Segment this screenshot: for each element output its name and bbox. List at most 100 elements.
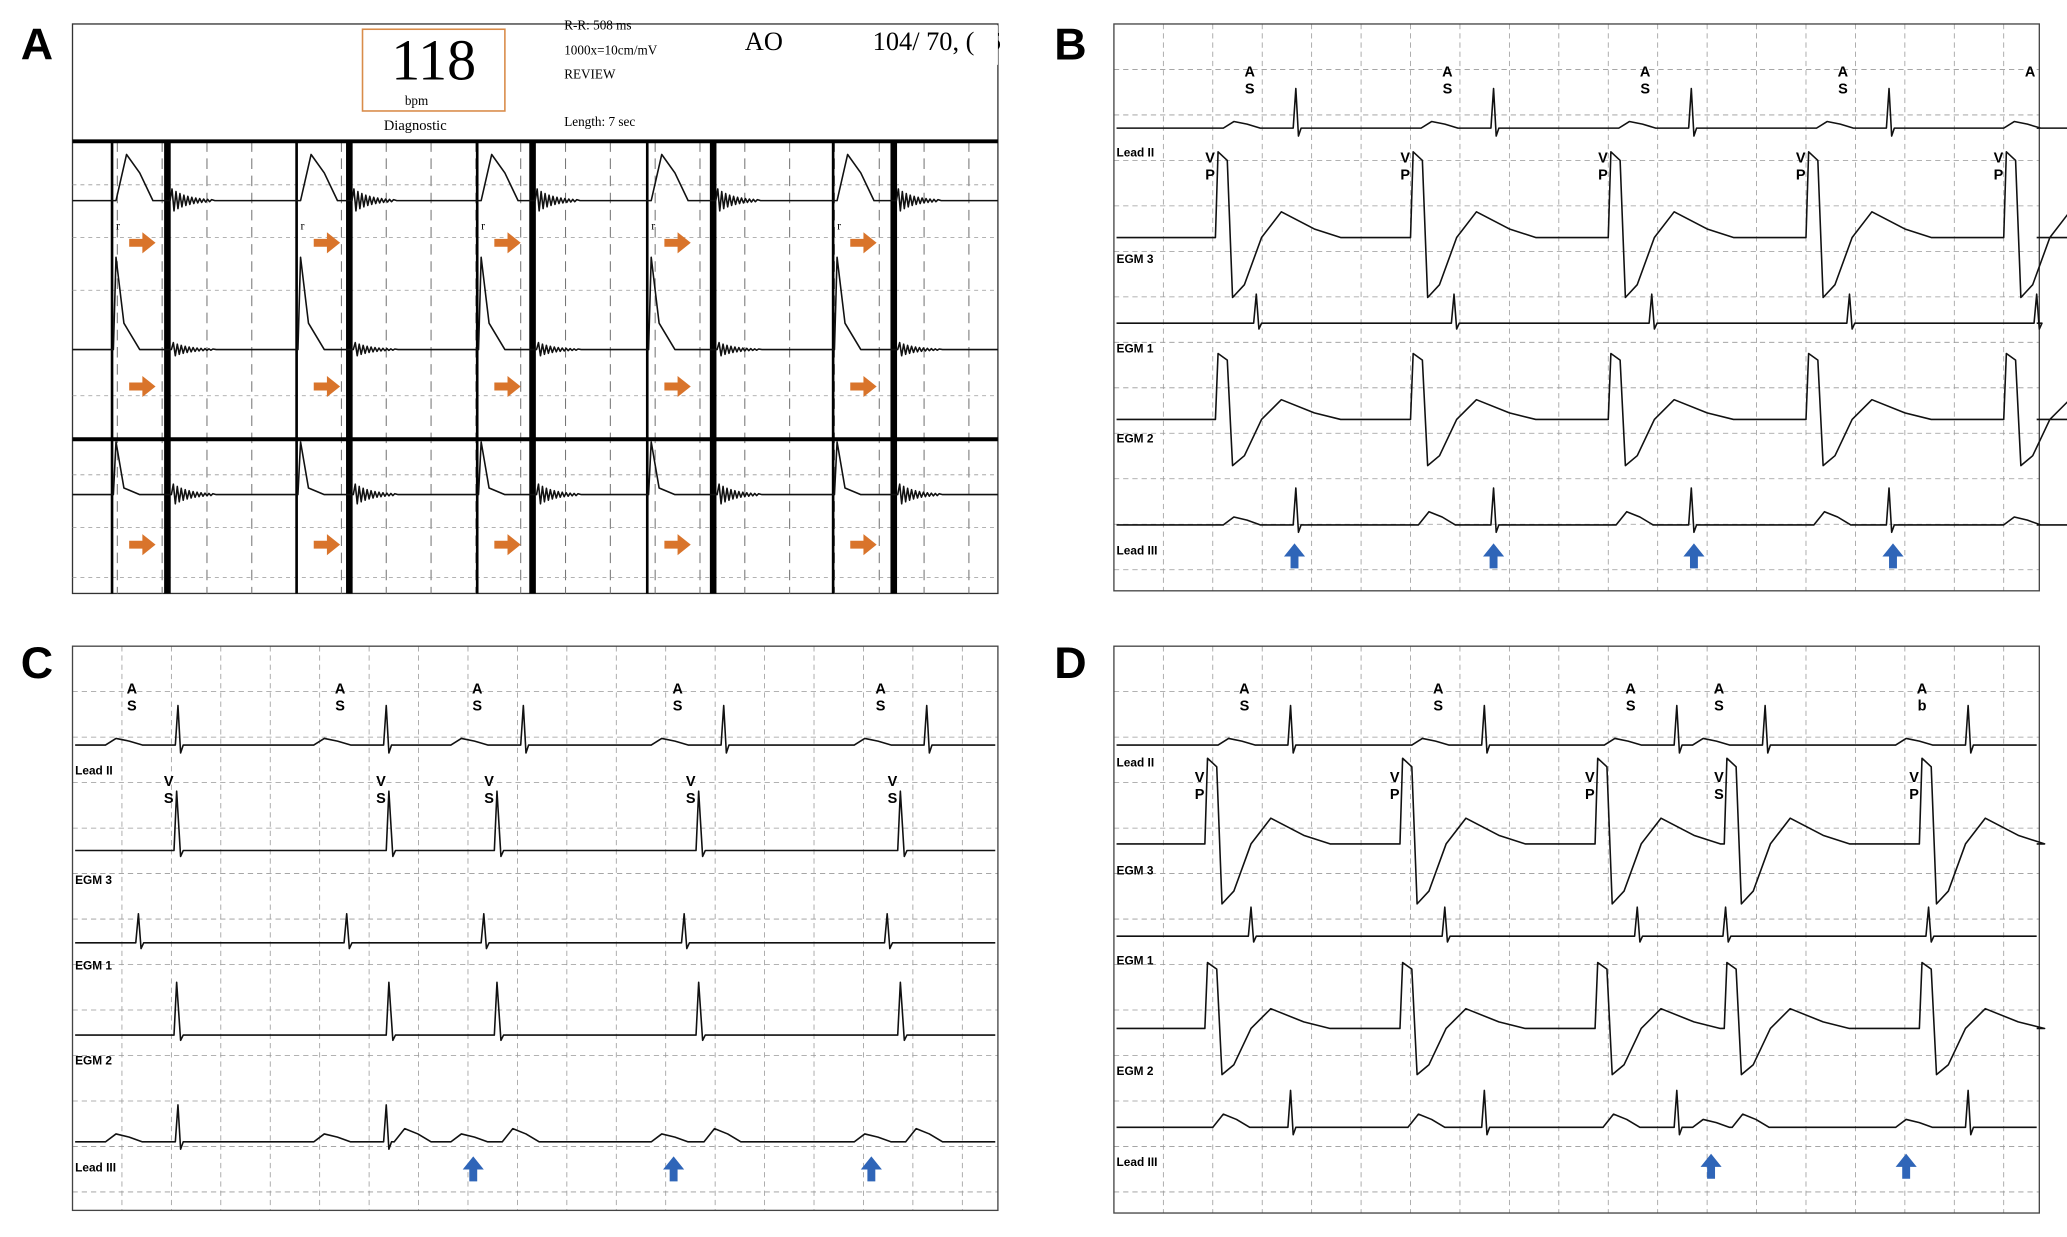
arrow xyxy=(664,232,691,254)
channel-label: EGM 3 xyxy=(1117,864,1154,878)
header-length: Length: 7 sec xyxy=(564,114,635,129)
channel-label: Lead III xyxy=(1117,1155,1158,1169)
arrow xyxy=(462,1156,484,1182)
arrow xyxy=(850,534,877,556)
channel-label: EGM 3 xyxy=(1117,252,1154,266)
trace xyxy=(75,981,996,1042)
arrow xyxy=(860,1156,882,1182)
panel-frame xyxy=(1113,23,2040,592)
channel-label: EGM 1 xyxy=(1117,953,1154,967)
arrow xyxy=(313,534,341,556)
atrial-marker: A xyxy=(1640,65,1651,81)
trace xyxy=(72,256,998,357)
trace xyxy=(72,153,998,212)
channel-label: EGM 2 xyxy=(1117,431,1154,445)
arrow xyxy=(664,534,691,556)
atrial-marker: S xyxy=(1443,82,1453,98)
panel-letter: A xyxy=(21,20,53,70)
trace xyxy=(1116,487,2067,534)
ventricular-marker: V xyxy=(686,774,696,790)
panel-letter: B xyxy=(1054,20,1086,70)
ventricular-marker: V xyxy=(376,774,386,790)
ventricular-marker: V xyxy=(1390,770,1400,786)
arrow xyxy=(494,232,521,254)
rate-unit: bpm xyxy=(405,93,429,108)
ventricular-marker: P xyxy=(1205,167,1215,183)
atrial-marker: S xyxy=(1714,699,1724,715)
atrial-marker: A xyxy=(1838,65,1849,81)
trace xyxy=(75,704,996,754)
channel-label: EGM 1 xyxy=(1117,342,1154,356)
arrow xyxy=(850,375,877,398)
header-mask xyxy=(975,25,998,65)
atrial-marker: S xyxy=(1240,699,1250,715)
trace xyxy=(1116,293,2043,330)
arrow xyxy=(1882,543,1904,569)
header-rr: R-R: 508 ms xyxy=(564,18,631,33)
trace xyxy=(1116,87,2067,137)
panel-letter: C xyxy=(21,638,53,688)
trace xyxy=(1116,961,2046,1076)
ventricular-marker: V xyxy=(1796,150,1806,166)
ventricular-marker: P xyxy=(1598,167,1608,183)
panel-frame xyxy=(71,645,999,1212)
arrow xyxy=(663,1156,685,1182)
heart-rate: 118 xyxy=(391,27,476,92)
trace xyxy=(1116,906,2037,943)
ventricular-marker: P xyxy=(1390,787,1400,803)
trace xyxy=(1116,704,2037,754)
ventricular-marker: S xyxy=(376,791,386,807)
ventricular-marker: P xyxy=(1994,167,2004,183)
ventricular-marker: V xyxy=(1205,150,1215,166)
atrial-marker: S xyxy=(1245,82,1255,98)
trace xyxy=(1116,352,2067,467)
arrow xyxy=(494,375,521,398)
channel-label: EGM 1 xyxy=(75,959,112,973)
ventricular-marker: S xyxy=(1714,787,1724,803)
atrial-marker: A xyxy=(1239,682,1250,698)
ventricular-marker: V xyxy=(1400,150,1410,166)
ventricular-marker: V xyxy=(1994,150,2004,166)
ventricular-marker: V xyxy=(1585,770,1595,786)
ventricular-marker: P xyxy=(1796,167,1806,183)
beat-label: r xyxy=(481,219,485,233)
ventricular-marker: V xyxy=(1195,770,1205,786)
ventricular-marker: V xyxy=(484,774,494,790)
channel-label: EGM 3 xyxy=(75,873,112,887)
ventricular-marker: V xyxy=(1714,770,1724,786)
channel-label: Lead II xyxy=(1117,145,1155,159)
atrial-marker: A xyxy=(1917,682,1928,698)
channel-label: EGM 2 xyxy=(1117,1064,1154,1078)
arrow xyxy=(129,534,156,556)
atrial-marker: A xyxy=(1625,682,1636,698)
atrial-marker: A xyxy=(1714,682,1725,698)
ventricular-marker: P xyxy=(1585,787,1595,803)
trace xyxy=(1116,1089,2037,1136)
atrial-marker: S xyxy=(673,699,683,715)
ventricular-marker: V xyxy=(888,774,898,790)
atrial-marker: b xyxy=(1918,699,1927,715)
atrial-marker: A xyxy=(335,682,346,698)
arrow xyxy=(1700,1153,1722,1179)
atrial-marker: S xyxy=(127,699,137,715)
channel-label: Lead III xyxy=(75,1160,116,1174)
arrow xyxy=(1283,543,1306,569)
arrow xyxy=(1895,1153,1917,1179)
arrow xyxy=(1683,543,1705,569)
channel-label: Lead II xyxy=(75,764,113,778)
arrow xyxy=(664,375,691,398)
atrial-marker: A xyxy=(1442,65,1453,81)
ventricular-marker: V xyxy=(164,774,174,790)
arrow xyxy=(129,232,156,254)
atrial-marker: A xyxy=(127,682,138,698)
mode: Diagnostic xyxy=(384,118,447,134)
trace xyxy=(1116,151,2067,299)
trace xyxy=(75,790,996,858)
header-gain: 1000x=10cm/mV xyxy=(564,43,658,58)
header-review: REVIEW xyxy=(564,66,616,81)
channel-label: Lead II xyxy=(1117,756,1155,770)
atrial-marker: S xyxy=(335,699,345,715)
panel-letter: D xyxy=(1054,638,1086,688)
ventricular-marker: V xyxy=(1598,150,1608,166)
